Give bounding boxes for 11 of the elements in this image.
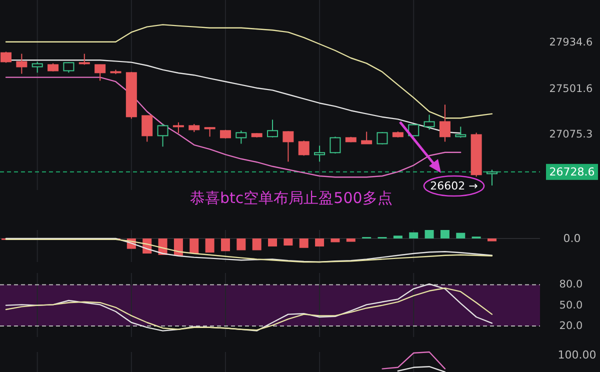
y-tick-label: 50.0	[559, 299, 583, 312]
annotation: 26602 →	[430, 180, 478, 192]
annotation: 恭喜btc空单布局止盈500多点	[190, 189, 392, 207]
y-tick-label: 20.0	[559, 320, 583, 332]
y-tick-label: 27934.6	[549, 36, 594, 48]
y-tick-label: 27501.6	[549, 82, 594, 95]
ref-line-label: 26728.6	[549, 165, 595, 178]
ref-line-label: 0.0	[563, 232, 581, 245]
y-tick-label: 80.0	[559, 278, 583, 291]
text: 100.00	[558, 348, 596, 362]
y-tick-label: 27075.3	[549, 128, 593, 141]
